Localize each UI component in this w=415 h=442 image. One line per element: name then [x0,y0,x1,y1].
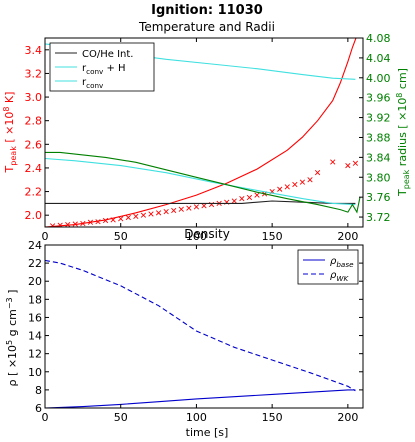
y-tick-label: 6 [35,402,42,415]
y-tick-label: 2.2 [25,186,43,199]
bottom-plot-series [45,259,356,408]
bottom-y-label: ρ [ ×105 g cm−3 ] [5,290,19,387]
y-tick-label: 8 [35,384,42,397]
t_peak_markers-marker [352,160,359,166]
t_peak_markers-marker [284,184,290,190]
right-y-tick-label: 3.76 [366,191,391,204]
t_peak_markers-marker [239,196,245,202]
rho_base-line [45,389,356,408]
y-tick-label: 2.4 [25,162,43,175]
y-tick-label: 2.6 [25,138,43,151]
y-tick-label: 2.8 [25,115,43,128]
x-tick-label: 0 [42,230,49,243]
t_peak_markers-marker [307,177,313,183]
y-tick-label: 3.0 [25,91,43,104]
density-panel: Density 0 50 100 150 200 6 8 10 12 14 16 18 20 22 24 ρ… [5,227,364,439]
t_peak_markers-marker [171,207,177,214]
legend-label: rconv [82,77,104,90]
t_peak_markers-marker [110,217,116,223]
t_peak_markers-marker [72,221,78,227]
x-tick-label: 100 [186,411,207,424]
y-tick-label: 3.2 [25,67,43,80]
t_peak_markers-marker [330,159,336,165]
right-y-tick-label: 3.92 [366,112,391,125]
y-tick-label: 3.4 [25,44,43,57]
right-y-tick-label: 3.84 [366,151,391,164]
t_peak_markers-marker [125,214,131,221]
right-y-tick-label: 3.96 [366,92,391,105]
figure-title: Ignition: 11030 [151,3,263,18]
top-right-y-label: Tpeak radius [ ×108 cm] [395,68,411,197]
t_peak_markers-marker [102,217,109,224]
y-tick-label: 12 [28,348,42,361]
t_peak_markers-marker [299,179,306,185]
x-tick-label: 50 [114,230,128,243]
t_peak_markers-marker [87,219,94,225]
rho_wk-line [45,259,356,392]
legend-box [297,249,359,285]
t_peak-line [45,38,357,227]
r_conv-line [45,157,356,206]
t_peak_markers-marker [231,198,237,204]
y-tick-label: 22 [28,257,42,270]
t_peak_markers-marker [95,219,101,225]
x-tick-label: 150 [262,230,283,243]
t_peak_markers-marker [148,211,154,217]
t_peak_markers-marker [246,194,253,201]
legend-label: ρWK [330,270,349,283]
x-tick-label: 200 [337,230,358,243]
temperature-radii-panel: Temperature and Radii 0 50 100 150 200 2.0 2.2… [2,20,411,243]
top-left-y-label: Tpeak [ ×108 K] [2,92,18,174]
t_peak_markers-marker [118,216,124,222]
top-plot-frame [44,37,364,228]
y-tick-label: 2.0 [25,209,43,222]
t_peak_markers-marker [314,170,321,176]
x-tick-label: 100 [186,230,207,243]
top-panel-title: Temperature and Radii [138,20,275,34]
right-y-tick-label: 4.00 [366,72,391,85]
t_peak_markers-marker [155,210,162,216]
legend-label: CO/He Int. [82,49,133,60]
t_peak_markers-marker [80,220,86,227]
right-y-tick-label: 3.72 [366,211,391,224]
t_peak_markers-marker [178,206,184,212]
y-tick-label: 14 [28,330,42,343]
t_peak_markers-marker [254,192,260,198]
legend-label: rconv + H [82,63,126,76]
right-y-tick-label: 3.80 [366,171,391,184]
t_peak_markers-marker [277,186,283,192]
t_peak_markers-marker [186,205,192,211]
t_peak_radius-line [45,151,361,214]
legend-label: ρbase [330,256,354,269]
top-plot-series [45,38,361,227]
x-tick-label: 200 [337,411,358,424]
bottom-plot-frame [44,244,364,409]
t_peak_markers-marker [163,209,169,215]
y-tick-label: 24 [28,239,42,252]
y-tick-label: 10 [28,366,42,379]
y-tick-label: 18 [28,293,42,306]
right-y-tick-label: 4.08 [366,32,391,45]
bottom-panel-title: Density [184,227,230,241]
right-y-tick-label: 4.04 [366,52,391,65]
right-y-tick-label: 3.88 [366,131,391,144]
y-tick-label: 16 [28,311,42,324]
t_peak_markers-marker [292,181,298,188]
t_peak_markers-marker [140,212,147,218]
t_peak_markers-marker [49,223,56,227]
co_he_interface-line [45,200,356,204]
x-tick-label: 50 [114,411,128,424]
t_peak_markers-marker [133,213,139,219]
t_peak_markers-marker [193,204,200,210]
x-tick-label: 150 [262,411,283,424]
t_peak_markers-marker [345,162,351,169]
t_peak_markers-marker [65,222,71,227]
t_peak_markers-marker [201,203,207,209]
x-tick-label: 0 [42,411,49,424]
bottom-x-label: time [s] [186,426,229,439]
y-tick-label: 20 [28,275,42,288]
